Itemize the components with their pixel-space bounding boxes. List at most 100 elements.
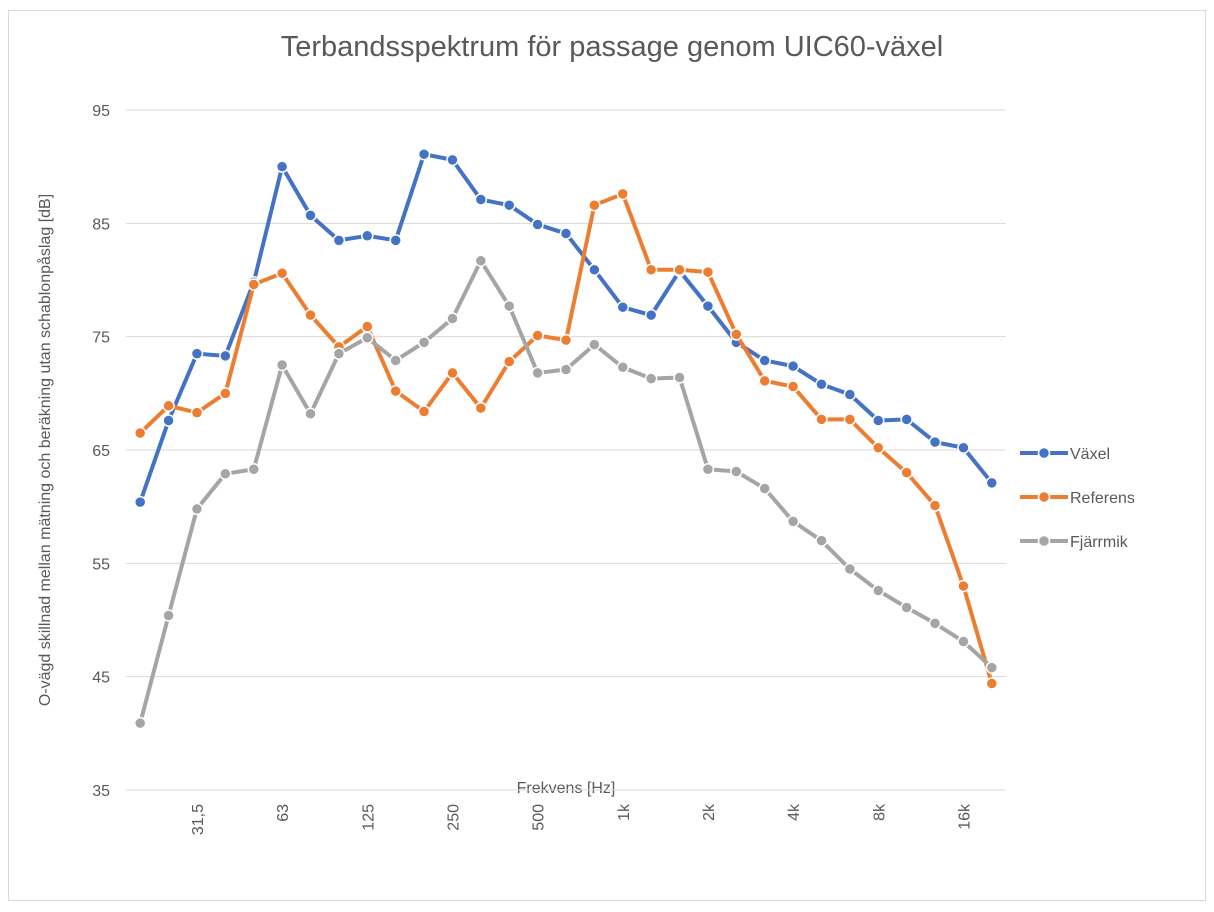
- data-point: [616, 361, 630, 374]
- data-point: [701, 265, 715, 279]
- data-point: [446, 366, 459, 380]
- data-point: [644, 263, 658, 277]
- x-tick-label: 500: [531, 804, 548, 831]
- data-point: [928, 617, 942, 630]
- data-point: [162, 609, 175, 622]
- data-point: [389, 354, 402, 367]
- data-point: [815, 413, 828, 426]
- data-point: [190, 502, 204, 516]
- x-tick-label: 1k: [616, 803, 633, 821]
- data-point: [872, 441, 885, 454]
- data-point: [786, 380, 800, 393]
- chart-title: Terbandsspektrum för passage genom UIC60…: [281, 31, 944, 63]
- data-point: [616, 300, 630, 314]
- data-point: [730, 328, 743, 341]
- data-point: [474, 193, 488, 206]
- data-point: [900, 413, 913, 426]
- data-point: [588, 338, 601, 351]
- data-point: [531, 329, 544, 342]
- chart-frame: [8, 10, 1206, 901]
- y-tick-label: 75: [92, 330, 110, 347]
- data-point: [900, 466, 913, 479]
- data-point: [275, 358, 289, 372]
- data-point: [361, 229, 374, 243]
- data-point: [559, 227, 573, 240]
- data-point: [332, 347, 346, 360]
- data-point: [559, 333, 573, 347]
- y-tick-label: 95: [92, 103, 110, 120]
- x-tick-label: 8k: [871, 803, 888, 821]
- data-point: [985, 476, 999, 490]
- data-point: [304, 308, 317, 322]
- x-axis-title: Frekvens [Hz]: [517, 780, 616, 797]
- data-point: [815, 534, 828, 547]
- data-point: [985, 677, 999, 690]
- data-point: [673, 263, 686, 277]
- data-point: [361, 320, 374, 333]
- x-tick-label: 16k: [956, 803, 973, 830]
- data-point: [872, 414, 885, 427]
- data-point: [900, 601, 913, 614]
- y-tick-label: 85: [92, 216, 110, 233]
- data-point: [162, 414, 175, 427]
- data-point: [928, 435, 942, 449]
- data-point: [133, 426, 147, 440]
- data-point: [389, 384, 402, 398]
- data-point: [474, 401, 488, 415]
- data-point: [957, 635, 970, 648]
- data-point: [502, 355, 516, 368]
- legend-label: Fjärrmik: [1070, 534, 1129, 551]
- data-point: [843, 388, 857, 401]
- data-point: [133, 716, 147, 730]
- y-axis-title: O-vägd skillnad mellan mätning och beräk…: [36, 194, 54, 706]
- data-point: [417, 405, 431, 418]
- data-point: [219, 467, 232, 481]
- data-point: [502, 198, 516, 212]
- data-point: [190, 347, 204, 360]
- data-point: [985, 661, 999, 674]
- data-point: [219, 387, 232, 400]
- data-point: [531, 366, 544, 380]
- legend-marker: [1037, 534, 1051, 548]
- data-point: [701, 463, 715, 476]
- data-point: [275, 160, 289, 173]
- x-tick-label: 31,5: [190, 804, 207, 835]
- data-point: [673, 371, 686, 384]
- legend-label: Referens: [1070, 490, 1135, 507]
- data-point: [417, 336, 431, 349]
- y-tick-label: 45: [92, 670, 110, 687]
- data-point: [616, 187, 630, 201]
- x-tick-label: 2k: [701, 803, 718, 821]
- y-tick-label: 55: [92, 556, 110, 573]
- data-point: [332, 234, 346, 247]
- data-point: [928, 499, 942, 512]
- data-point: [502, 299, 516, 313]
- data-point: [588, 263, 601, 277]
- data-point: [758, 354, 771, 367]
- x-tick-label: 250: [445, 804, 462, 831]
- data-point: [304, 209, 317, 222]
- data-point: [815, 378, 828, 391]
- data-point: [446, 312, 459, 325]
- data-point: [701, 299, 715, 313]
- data-point: [361, 331, 374, 345]
- data-point: [786, 515, 800, 528]
- x-tick-label: 4k: [786, 803, 803, 821]
- data-point: [446, 153, 459, 167]
- legend-label: Växel: [1070, 446, 1110, 463]
- x-tick-label: 63: [275, 804, 292, 822]
- y-tick-label: 35: [92, 783, 110, 800]
- data-point: [758, 482, 771, 495]
- data-point: [219, 349, 232, 363]
- data-point: [843, 413, 857, 426]
- data-point: [588, 198, 601, 212]
- data-point: [559, 363, 573, 376]
- data-point: [644, 308, 658, 322]
- data-point: [304, 407, 317, 420]
- data-point: [786, 359, 800, 373]
- data-point: [957, 579, 970, 593]
- data-point: [758, 374, 771, 388]
- data-point: [162, 399, 175, 413]
- y-tick-label: 65: [92, 443, 110, 460]
